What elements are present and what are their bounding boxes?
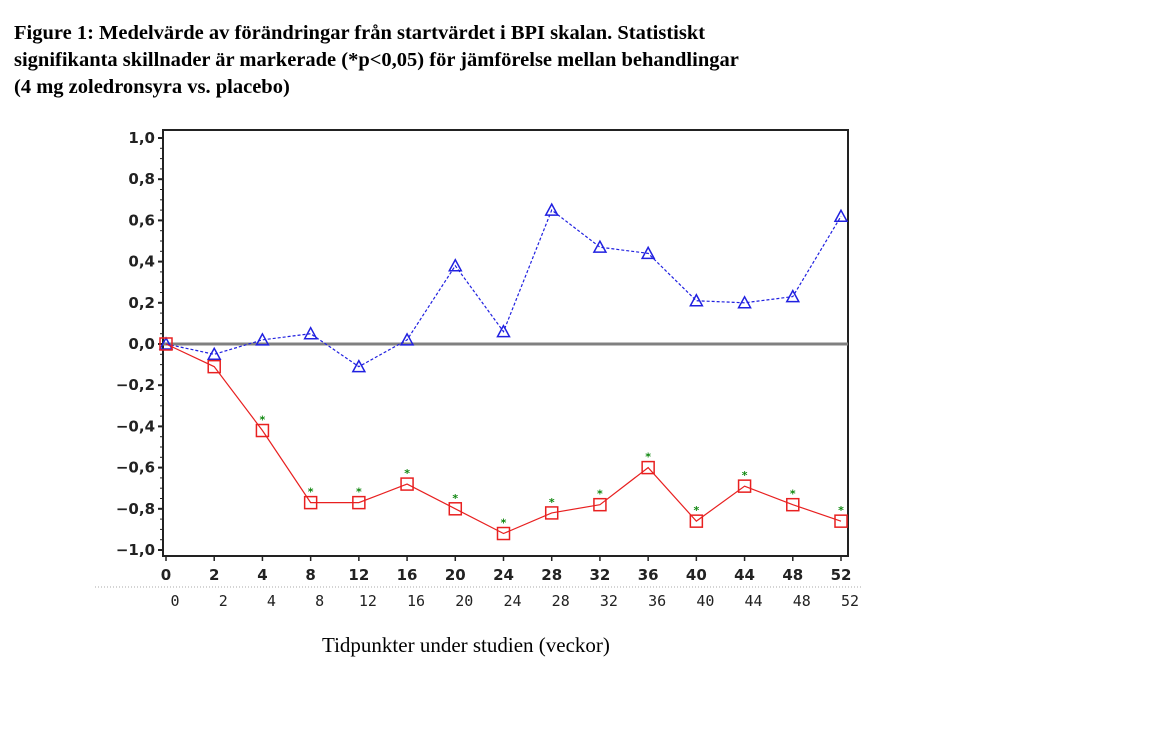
significance-asterisk: *: [790, 488, 796, 501]
x-tick-label-secondary: 28: [552, 592, 570, 610]
significance-asterisk: *: [597, 488, 603, 501]
triangle-marker: [592, 239, 608, 253]
x-tick-label-secondary: 0: [170, 592, 179, 610]
square-marker: [689, 514, 704, 528]
y-tick-label: 0,0: [128, 335, 155, 353]
x-tick-label-secondary: 40: [696, 592, 714, 610]
square-marker: [593, 497, 607, 512]
figure-title: Figure 1: Medelvärde av förändringar frå…: [14, 20, 914, 101]
y-tick-label: 0,6: [128, 211, 155, 229]
title-line: signifikanta skillnader är markerade (*p…: [14, 49, 739, 71]
y-tick-label: 0,4: [128, 253, 155, 271]
x-axis-label: Tidpunkter under studien (veckor): [322, 633, 610, 657]
x-tick-label-secondary: 12: [359, 592, 377, 610]
x-tick-label: 36: [638, 566, 659, 584]
y-tick-label: 1,0: [128, 129, 155, 147]
x-tick-label: 48: [782, 566, 803, 584]
triangle-marker: [737, 295, 752, 309]
significance-asterisk: *: [260, 414, 266, 427]
y-tick-label: 0,2: [128, 294, 155, 312]
y-tick-label: −0,2: [116, 376, 155, 394]
x-tick-label-secondary: 36: [648, 592, 666, 610]
significance-asterisk: *: [404, 467, 410, 480]
square-marker: [786, 497, 800, 512]
significance-asterisk: *: [356, 486, 362, 499]
x-tick-label-secondary: 52: [841, 592, 859, 610]
significance-asterisk: *: [838, 504, 844, 517]
significance-asterisk: *: [549, 496, 555, 509]
x-tick-label: 44: [734, 566, 755, 584]
square-marker: [641, 460, 655, 475]
x-tick-label: 4: [257, 566, 267, 584]
triangle-marker: [351, 359, 367, 373]
x-tick-label-secondary: 44: [745, 592, 763, 610]
significance-asterisk: *: [645, 451, 651, 464]
significance-asterisk: *: [693, 504, 699, 517]
square-marker: [352, 495, 366, 510]
triangle-marker: [158, 336, 174, 350]
square-marker: [255, 423, 270, 438]
x-tick-label-secondary: 32: [600, 592, 618, 610]
square-marker: [159, 337, 173, 351]
x-tick-label: 8: [305, 566, 315, 584]
x-tick-label: 52: [831, 566, 852, 584]
square-marker: [400, 477, 414, 491]
square-marker: [834, 514, 848, 528]
x-tick-label-secondary: 2: [219, 592, 228, 610]
x-tick-label: 28: [541, 566, 562, 584]
triangle-marker: [399, 332, 415, 346]
y-tick-label: −0,8: [116, 500, 155, 518]
triangle-marker: [255, 332, 270, 346]
x-tick-label: 24: [493, 566, 514, 584]
series-line-square: [165, 343, 842, 535]
square-marker: [737, 479, 752, 493]
square-marker: [207, 359, 221, 374]
triangle-marker: [496, 324, 511, 338]
x-tick-label-secondary: 24: [503, 592, 521, 610]
triangle-marker: [544, 202, 559, 216]
x-tick-label-secondary: 48: [793, 592, 811, 610]
y-tick-label: −0,4: [116, 417, 155, 435]
significance-asterisk: *: [501, 517, 507, 530]
triangle-marker: [640, 245, 656, 260]
x-tick-label: 12: [348, 566, 369, 584]
x-tick-label: 40: [686, 566, 707, 584]
y-tick-label: −1,0: [116, 541, 155, 559]
x-tick-label-secondary: 20: [455, 592, 473, 610]
triangle-marker: [689, 293, 704, 307]
triangle-marker: [303, 326, 318, 340]
x-tick-label-secondary: 16: [407, 592, 425, 610]
x-tick-label: 0: [161, 566, 171, 584]
significance-asterisk: *: [742, 469, 748, 482]
significance-asterisk: *: [308, 486, 314, 499]
triangle-marker: [206, 346, 222, 361]
triangle-marker: [448, 258, 463, 272]
x-tick-label: 32: [589, 566, 610, 584]
series-line-triangle: [165, 209, 842, 368]
square-marker: [544, 506, 559, 520]
x-tick-label-secondary: 4: [267, 592, 276, 610]
square-marker: [496, 526, 511, 541]
triangle-marker: [785, 289, 801, 303]
y-tick-label: −0,6: [116, 459, 155, 477]
y-tick-label: 0,8: [128, 170, 155, 188]
x-tick-label-secondary: 8: [315, 592, 324, 610]
square-marker: [303, 495, 318, 510]
significance-asterisk: *: [452, 492, 458, 505]
x-tick-label: 2: [209, 566, 219, 584]
title-line: Figure 1: Medelvärde av förändringar frå…: [14, 22, 706, 44]
square-marker: [448, 502, 463, 516]
x-tick-label: 20: [445, 566, 466, 584]
x-tick-label: 16: [397, 566, 418, 584]
title-line: (4 mg zoledronsyra vs. placebo): [14, 76, 290, 98]
triangle-marker: [833, 208, 849, 223]
